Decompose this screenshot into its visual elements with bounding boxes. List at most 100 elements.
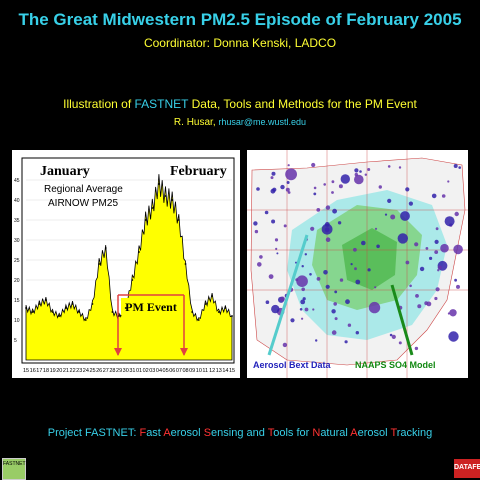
x-tick-label: 13	[216, 368, 222, 374]
station-dot	[437, 265, 442, 270]
data-point-7	[71, 303, 74, 305]
station-dot	[316, 208, 321, 212]
event-label: PM Event	[125, 300, 177, 314]
x-tick-label: 18	[43, 368, 49, 374]
y-tick-label: 45	[14, 178, 20, 184]
station-dot	[287, 164, 290, 167]
station-dot	[434, 239, 439, 244]
data-point-6	[64, 307, 67, 309]
data-point-3	[45, 299, 47, 301]
station-dot	[310, 226, 315, 231]
x-ticks: 15 16 17 18 19 20 21 22 23 24 25 26 27 28 29 30 31 01 02 03…	[23, 368, 235, 374]
station-dot	[339, 278, 344, 282]
station-dot	[271, 219, 276, 224]
station-dot	[321, 223, 333, 235]
station-dot	[350, 263, 353, 266]
station-dot	[331, 309, 336, 314]
data-point-24	[184, 263, 187, 265]
station-dot	[387, 198, 392, 203]
station-dot	[458, 166, 461, 169]
footer-word-rest-3: ools for	[273, 427, 313, 439]
station-dot	[338, 184, 343, 189]
data-point-16	[131, 279, 134, 281]
x-tick-label: 04	[156, 368, 162, 374]
station-dot	[354, 174, 364, 185]
station-dot	[331, 191, 334, 194]
event-arrow-left	[114, 348, 122, 356]
station-dot	[444, 216, 455, 227]
station-dot	[274, 238, 279, 242]
station-dot	[301, 265, 304, 268]
station-dot	[419, 266, 425, 272]
x-tick-label: 11	[202, 368, 208, 374]
station-dot	[398, 166, 402, 169]
datafed-logo-text: DATAFED	[454, 464, 480, 471]
station-dot	[441, 194, 446, 198]
x-tick-label: 02	[143, 368, 149, 374]
station-dot	[378, 185, 382, 189]
x-tick-label: 15	[23, 368, 29, 374]
project-footer: Project FASTNET: Fast Aerosol Sensing an…	[0, 427, 480, 439]
station-dot	[367, 268, 371, 272]
footer-word-rest-4: atural	[320, 427, 351, 439]
station-dot	[449, 309, 457, 317]
station-dot	[398, 341, 402, 345]
station-dot	[405, 260, 410, 265]
station-dot	[313, 192, 317, 196]
station-dot	[265, 300, 270, 304]
datafed-logo[interactable]: DATAFED	[454, 459, 480, 478]
station-dot	[312, 308, 315, 311]
station-dot	[376, 244, 380, 249]
station-dot	[456, 284, 460, 289]
x-tick-label: 21	[63, 368, 69, 374]
fastnet-logo[interactable]: FASTNET	[2, 458, 26, 480]
station-dot	[408, 201, 413, 206]
month-label-february: February	[170, 164, 227, 179]
station-dot	[417, 304, 422, 309]
x-tick-label: 06	[169, 368, 175, 374]
station-dot	[453, 164, 458, 168]
station-dot	[268, 274, 274, 279]
station-dot	[331, 180, 335, 184]
station-dot	[301, 287, 305, 292]
station-dot	[400, 211, 410, 221]
station-dot	[315, 339, 318, 342]
station-dot	[368, 301, 381, 314]
station-dot	[304, 253, 307, 256]
x-tick-label: 22	[70, 368, 76, 374]
x-tick-label: 29	[116, 368, 122, 374]
pm25-chart-panel: 5 10 15 20 25 30 35 40 45 15 16 17 18 19 20 21 22 23 24 25…	[12, 150, 240, 378]
so4-pointer	[390, 284, 414, 356]
footer-capital-6: T	[390, 427, 397, 439]
data-point-20	[158, 183, 160, 185]
station-dot	[429, 256, 433, 260]
station-dot	[384, 213, 388, 216]
data-point-1	[31, 311, 34, 313]
illustration-line: Illustration of FASTNET Data, Tools and …	[0, 97, 480, 111]
data-point-29	[217, 311, 220, 313]
station-dot	[325, 284, 330, 289]
x-tick-label: 30	[123, 368, 129, 374]
month-label-january: January	[40, 164, 90, 179]
x-tick-label: 05	[163, 368, 169, 374]
station-dot	[448, 331, 459, 342]
x-tick-label: 28	[109, 368, 115, 374]
station-dot	[355, 279, 361, 285]
station-dot	[253, 221, 258, 226]
y-tick-label: 15	[14, 298, 20, 304]
station-dot	[431, 193, 437, 199]
data-point-8	[78, 311, 81, 313]
data-point-26	[197, 319, 200, 321]
x-tick-label: 12	[209, 368, 215, 374]
station-dot	[425, 247, 429, 250]
author-email[interactable]: rhusar@me.wustl.edu	[218, 117, 307, 127]
station-dot	[256, 187, 260, 191]
station-dot	[364, 173, 367, 176]
station-dot	[414, 242, 419, 247]
station-dot	[391, 334, 396, 339]
data-point-27	[204, 303, 207, 305]
station-dot	[323, 270, 328, 275]
station-dot	[271, 304, 280, 314]
station-dot	[435, 287, 440, 292]
